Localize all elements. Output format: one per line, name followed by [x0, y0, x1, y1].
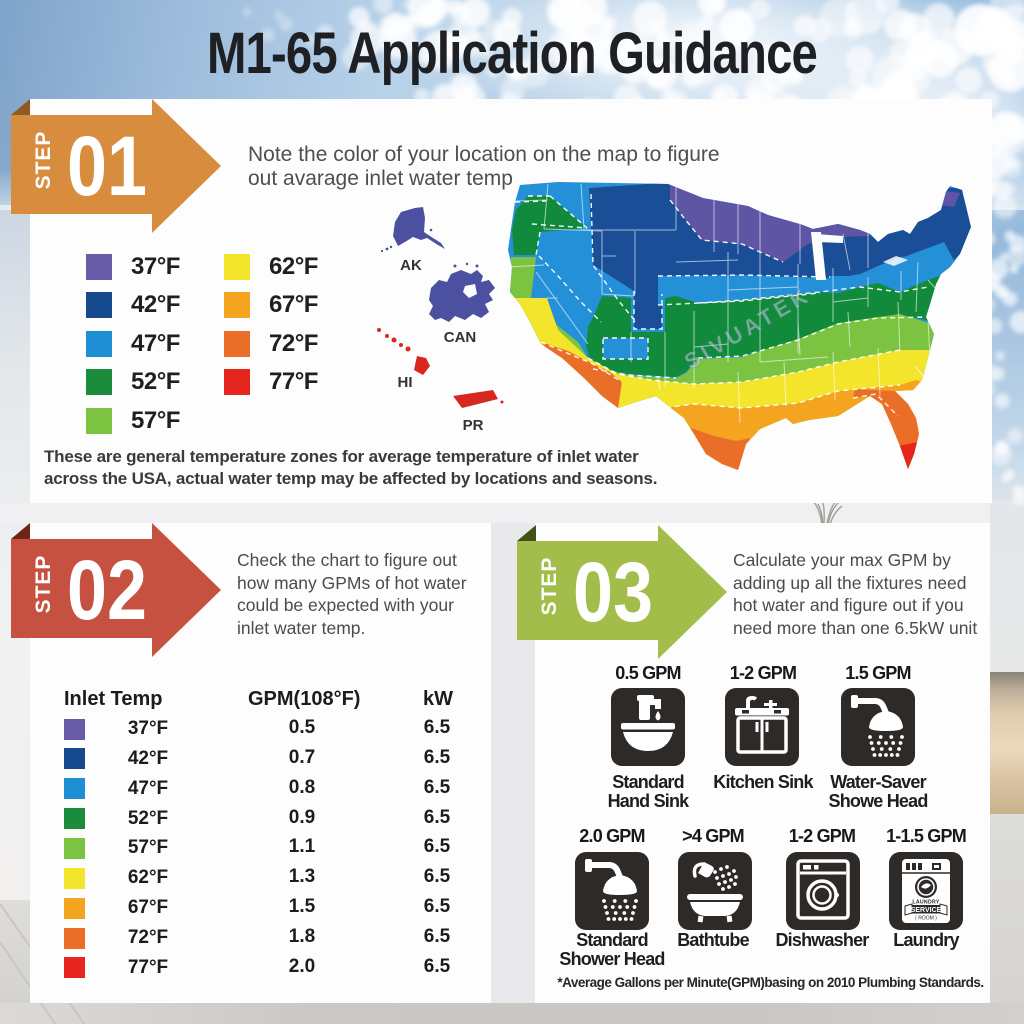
svg-text:03: 03	[573, 545, 653, 639]
svg-text:STEP: STEP	[32, 555, 55, 614]
svg-text:STEP: STEP	[32, 131, 55, 190]
svg-text:01: 01	[67, 119, 147, 213]
svg-text:PR: PR	[463, 417, 484, 434]
svg-text:HI: HI	[398, 374, 413, 391]
svg-text:SERVICE: SERVICE	[911, 907, 942, 914]
svg-text:AK: AK	[400, 257, 422, 274]
svg-text:( ROOM ): ( ROOM )	[915, 916, 937, 922]
svg-text:LAUNDRY: LAUNDRY	[912, 900, 940, 906]
svg-text:02: 02	[67, 543, 147, 637]
svg-text:CAN: CAN	[444, 329, 477, 346]
svg-text:STEP: STEP	[538, 557, 561, 616]
